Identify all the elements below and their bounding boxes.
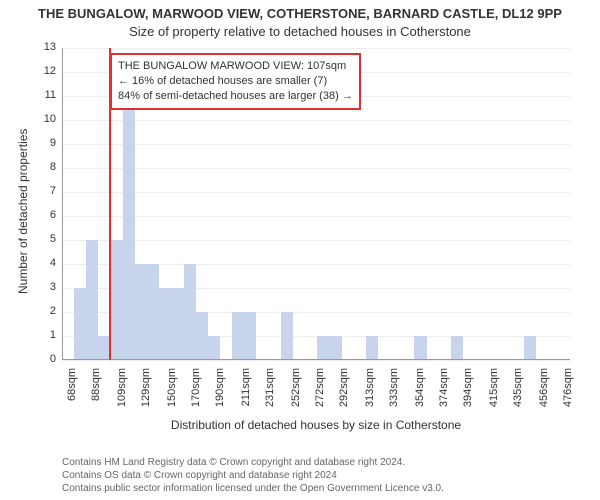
x-tick-label: 292sqm xyxy=(338,368,350,414)
x-tick-label: 129sqm xyxy=(140,368,152,414)
histogram-bar xyxy=(414,336,426,360)
histogram-bar xyxy=(208,336,220,360)
footer-line2: Contains OS data © Crown copyright and d… xyxy=(62,469,444,482)
footer-line1: Contains HM Land Registry data © Crown c… xyxy=(62,456,444,469)
x-tick-label: 456sqm xyxy=(538,368,550,414)
histogram-bar xyxy=(366,336,378,360)
infobox-line1: THE BUNGALOW MARWOOD VIEW: 107sqm xyxy=(118,59,353,74)
x-axis-line xyxy=(62,359,570,360)
x-tick-label: 333sqm xyxy=(388,368,400,414)
x-tick-label: 272sqm xyxy=(314,368,326,414)
y-tick-label: 7 xyxy=(36,185,56,197)
x-tick-label: 150sqm xyxy=(166,368,178,414)
histogram-bar xyxy=(123,72,135,360)
histogram-bar xyxy=(451,336,463,360)
y-axis-label: Number of detached properties xyxy=(16,129,30,294)
gridline xyxy=(62,168,570,169)
histogram-bar xyxy=(159,288,171,360)
x-tick-label: 252sqm xyxy=(290,368,302,414)
gridline xyxy=(62,240,570,241)
x-tick-label: 313sqm xyxy=(364,368,376,414)
histogram-bar xyxy=(86,240,98,360)
y-tick-label: 8 xyxy=(36,161,56,173)
y-tick-label: 13 xyxy=(36,41,56,53)
x-tick-label: 476sqm xyxy=(562,368,574,414)
x-tick-label: 190sqm xyxy=(214,368,226,414)
gridline xyxy=(62,144,570,145)
y-tick-label: 9 xyxy=(36,137,56,149)
histogram-bar xyxy=(196,312,208,360)
gridline xyxy=(62,360,570,361)
y-tick-label: 5 xyxy=(36,233,56,245)
y-tick-label: 12 xyxy=(36,65,56,77)
y-tick-label: 1 xyxy=(36,329,56,341)
y-tick-label: 3 xyxy=(36,281,56,293)
x-tick-label: 354sqm xyxy=(414,368,426,414)
histogram-bar xyxy=(135,264,147,360)
chart-subtitle: Size of property relative to detached ho… xyxy=(0,24,600,39)
histogram-bar xyxy=(147,264,159,360)
infobox-line3: 84% of semi-detached houses are larger (… xyxy=(118,89,353,104)
infobox-line2: ← 16% of detached houses are smaller (7) xyxy=(118,74,353,89)
gridline xyxy=(62,192,570,193)
histogram-bar xyxy=(524,336,536,360)
gridline xyxy=(62,48,570,49)
histogram-bar xyxy=(171,288,183,360)
gridline xyxy=(62,216,570,217)
histogram-bar xyxy=(232,312,244,360)
x-tick-label: 109sqm xyxy=(116,368,128,414)
y-tick-label: 11 xyxy=(36,89,56,101)
x-tick-label: 374sqm xyxy=(438,368,450,414)
footer-attribution: Contains HM Land Registry data © Crown c… xyxy=(62,456,444,495)
x-tick-label: 88sqm xyxy=(90,368,102,414)
histogram-bar xyxy=(74,288,86,360)
footer-line3: Contains public sector information licen… xyxy=(62,482,444,495)
y-axis-line xyxy=(62,48,63,360)
chart-container: { "title": { "text": "THE BUNGALOW, MARW… xyxy=(0,0,600,500)
x-tick-label: 170sqm xyxy=(190,368,202,414)
y-tick-label: 2 xyxy=(36,305,56,317)
x-tick-label: 394sqm xyxy=(462,368,474,414)
y-tick-label: 10 xyxy=(36,113,56,125)
histogram-bar xyxy=(329,336,341,360)
x-tick-label: 231sqm xyxy=(264,368,276,414)
histogram-bar xyxy=(317,336,329,360)
x-tick-label: 415sqm xyxy=(488,368,500,414)
y-tick-label: 6 xyxy=(36,209,56,221)
x-axis-label: Distribution of detached houses by size … xyxy=(62,418,570,432)
highlight-infobox: THE BUNGALOW MARWOOD VIEW: 107sqm ← 16% … xyxy=(110,53,361,110)
histogram-bar xyxy=(244,312,256,360)
x-tick-label: 435sqm xyxy=(512,368,524,414)
y-tick-label: 0 xyxy=(36,353,56,365)
x-tick-label: 68sqm xyxy=(66,368,78,414)
histogram-bar xyxy=(184,264,196,360)
histogram-bar xyxy=(281,312,293,360)
y-tick-label: 4 xyxy=(36,257,56,269)
histogram-bar xyxy=(111,240,123,360)
gridline xyxy=(62,120,570,121)
x-tick-label: 211sqm xyxy=(240,368,252,414)
chart-title: THE BUNGALOW, MARWOOD VIEW, COTHERSTONE,… xyxy=(0,6,600,21)
